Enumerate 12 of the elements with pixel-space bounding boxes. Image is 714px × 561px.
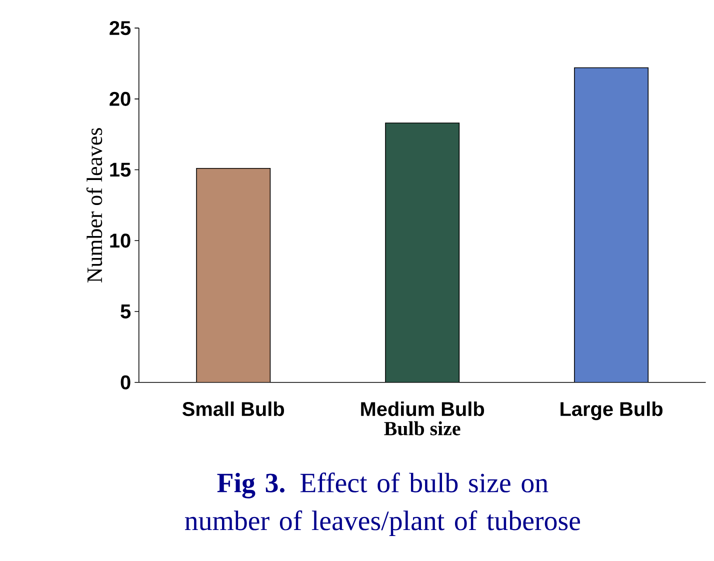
- x-tick-label: Large Bulb: [560, 402, 662, 420]
- y-tick-label: 20: [110, 92, 130, 106]
- x-tick-label: Medium Bulb: [361, 402, 484, 416]
- y-axis-title: Number of leaves: [86, 128, 102, 283]
- x-axis-title: Bulb size: [384, 421, 460, 436]
- y-tick-label: 25: [110, 21, 131, 36]
- y-tick-label: 15: [110, 162, 131, 177]
- x-tick-label: Small Bulb: [182, 402, 284, 416]
- y-tick-label: 5: [120, 304, 131, 318]
- y-tick-label: 10: [110, 234, 130, 248]
- y-tick-label: 0: [120, 375, 130, 390]
- text: Fig 3. Effect of bulb size on number of leaves/plant of tuberose: [185, 472, 580, 536]
